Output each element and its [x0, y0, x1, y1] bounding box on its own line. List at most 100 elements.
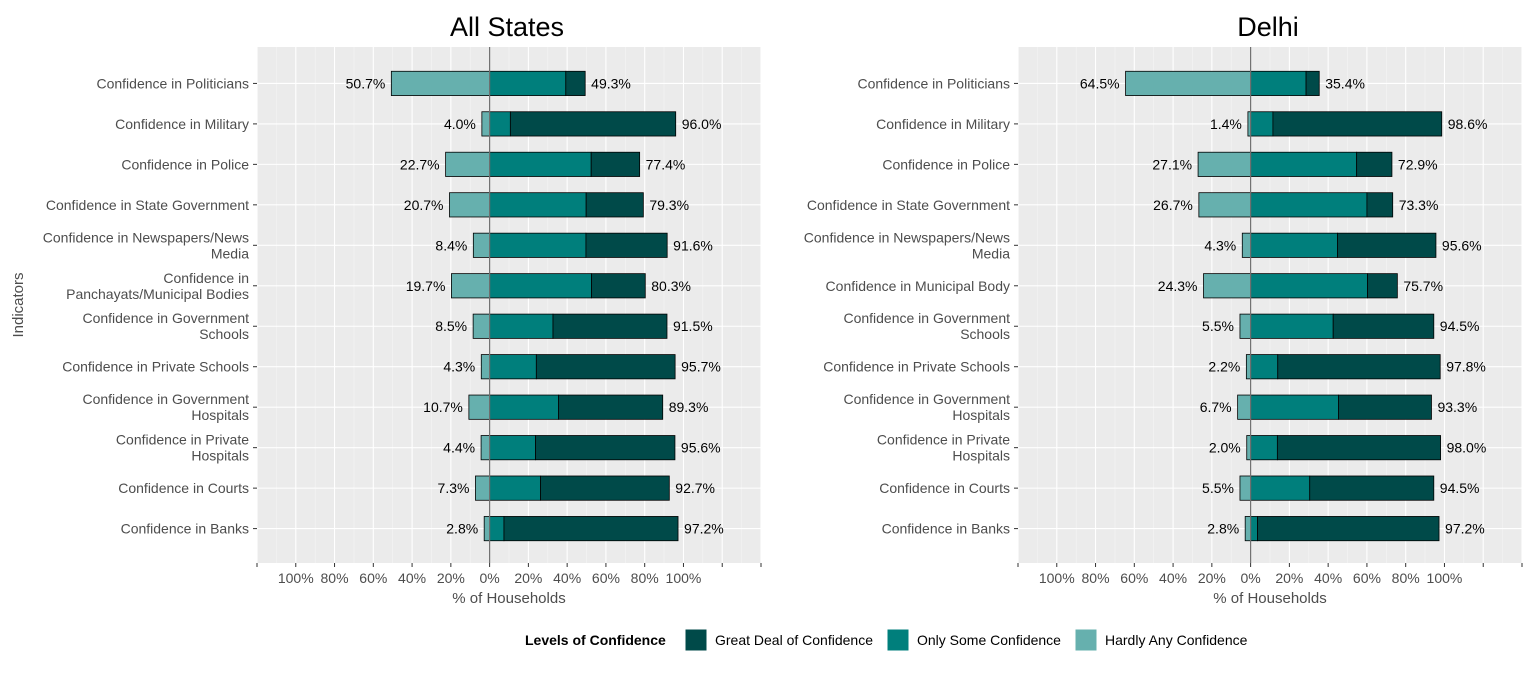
y-tick-label: Confidence in Private — [877, 432, 1010, 448]
bar-great-deal — [1305, 70, 1320, 96]
data-label-positive: 75.7% — [1403, 278, 1443, 294]
bar-hardly-any — [480, 354, 491, 380]
x-tick-label: 40% — [1159, 570, 1187, 586]
data-label-negative: 2.8% — [446, 521, 478, 537]
bar-great-deal — [1366, 192, 1394, 218]
bar-only-some — [489, 192, 587, 218]
data-label-negative: 4.3% — [1204, 237, 1236, 253]
bar-only-some — [1250, 111, 1274, 137]
legend-label: Great Deal of Confidence — [715, 632, 873, 648]
x-axis-title: % of Households — [1213, 590, 1326, 607]
data-label-negative: 22.7% — [400, 156, 440, 172]
bar-hardly-any — [1203, 273, 1252, 299]
data-label-negative: 20.7% — [404, 197, 444, 213]
y-tick-label: Hospitals — [191, 448, 249, 464]
data-label-positive: 95.6% — [681, 440, 721, 456]
y-tick-label: Confidence in Banks — [121, 521, 249, 537]
y-tick-label: Confidence in Politicians — [96, 75, 249, 91]
bar-hardly-any — [1244, 516, 1252, 542]
y-tick-label: Confidence in State Government — [807, 197, 1010, 213]
data-label-negative: 2.8% — [1207, 521, 1239, 537]
x-tick-label: 100% — [1427, 570, 1463, 586]
bar-only-some — [489, 313, 554, 339]
bar-great-deal — [540, 475, 670, 501]
data-label-negative: 10.7% — [423, 399, 463, 415]
bar-great-deal — [558, 394, 664, 420]
y-tick-label: Confidence in Government — [843, 310, 1010, 326]
data-label-positive: 93.3% — [1437, 399, 1477, 415]
data-label-positive: 49.3% — [591, 75, 631, 91]
y-tick-label: Confidence in Government — [82, 391, 249, 407]
x-tick-label: 20% — [437, 570, 465, 586]
y-tick-label: Hospitals — [952, 407, 1010, 423]
bar-hardly-any — [1198, 192, 1252, 218]
bar-hardly-any — [472, 232, 491, 258]
data-label-negative: 64.5% — [1080, 75, 1120, 91]
x-tick-label: 100% — [1039, 570, 1075, 586]
bar-great-deal — [1338, 394, 1432, 420]
bar-only-some — [489, 273, 592, 299]
legend-key — [684, 628, 708, 652]
y-tick-label: Hospitals — [952, 448, 1010, 464]
bar-only-some — [1250, 354, 1279, 380]
bar-great-deal — [591, 273, 646, 299]
bar-great-deal — [1337, 232, 1437, 258]
bar-only-some — [1250, 475, 1311, 501]
data-label-negative: 1.4% — [1210, 116, 1242, 132]
bar-great-deal — [1277, 354, 1441, 380]
legend-label: Only Some Confidence — [917, 632, 1061, 648]
bar-great-deal — [503, 516, 679, 542]
data-label-positive: 72.9% — [1398, 156, 1438, 172]
data-label-negative: 19.7% — [406, 278, 446, 294]
bar-hardly-any — [468, 394, 491, 420]
data-label-positive: 91.6% — [673, 237, 713, 253]
bar-hardly-any — [1197, 151, 1252, 177]
bar-only-some — [489, 354, 537, 380]
bar-great-deal — [585, 232, 668, 258]
bar-great-deal — [585, 192, 644, 218]
bar-hardly-any — [1237, 394, 1252, 420]
bar-hardly-any — [445, 151, 491, 177]
y-tick-label: Confidence in Newspapers/News — [804, 229, 1010, 245]
bar-hardly-any — [1239, 313, 1252, 339]
y-tick-label: Confidence in Police — [882, 156, 1010, 172]
x-tick-label: 80% — [1082, 570, 1110, 586]
data-label-negative: 4.4% — [443, 440, 475, 456]
y-tick-label: Confidence in State Government — [46, 197, 249, 213]
data-label-negative: 27.1% — [1152, 156, 1192, 172]
x-tick-label: 0% — [1240, 570, 1260, 586]
data-label-negative: 50.7% — [346, 75, 386, 91]
y-tick-label: Confidence in Courts — [118, 480, 249, 496]
bar-great-deal — [535, 354, 676, 380]
y-tick-label: Confidence in Courts — [879, 480, 1010, 496]
bar-hardly-any — [390, 70, 491, 96]
bar-only-some — [1250, 273, 1368, 299]
x-axis-title: % of Households — [452, 590, 565, 607]
x-tick-label: 60% — [1353, 570, 1381, 586]
bar-great-deal — [1309, 475, 1435, 501]
bar-hardly-any — [475, 475, 491, 501]
legend-key — [1074, 628, 1098, 652]
y-tick-label: Schools — [960, 326, 1010, 342]
y-tick-label: Confidence in Government — [843, 391, 1010, 407]
data-label-positive: 97.2% — [1445, 521, 1485, 537]
bar-only-some — [489, 394, 559, 420]
bar-great-deal — [1272, 111, 1443, 137]
data-label-negative: 24.3% — [1158, 278, 1198, 294]
bar-only-some — [489, 232, 587, 258]
bar-great-deal — [590, 151, 641, 177]
bar-only-some — [489, 475, 541, 501]
bar-only-some — [489, 151, 592, 177]
bar-only-some — [489, 70, 567, 96]
x-tick-label: 60% — [1120, 570, 1148, 586]
bar-great-deal — [1367, 273, 1398, 299]
bar-only-some — [1250, 394, 1339, 420]
data-label-positive: 97.2% — [684, 521, 724, 537]
x-tick-label: 80% — [1392, 570, 1420, 586]
y-tick-label: Hospitals — [191, 407, 249, 423]
bar-great-deal — [535, 435, 676, 461]
data-label-positive: 79.3% — [649, 197, 689, 213]
bar-hardly-any — [1125, 70, 1252, 96]
data-label-negative: 26.7% — [1153, 197, 1193, 213]
